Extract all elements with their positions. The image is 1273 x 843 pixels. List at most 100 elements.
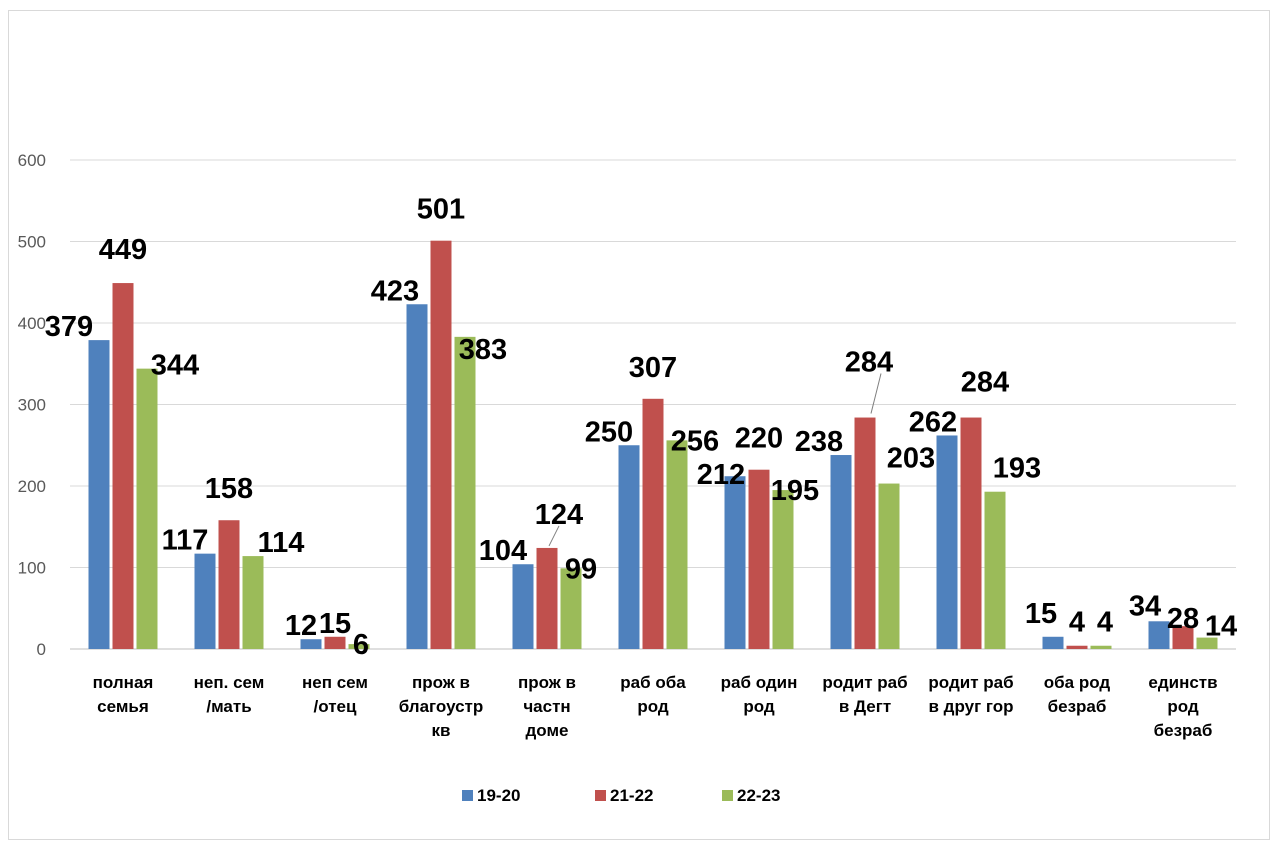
chart-frame: [8, 10, 1270, 840]
x-category-label: прож в: [518, 673, 576, 692]
bar: [406, 304, 428, 649]
data-label: 212: [697, 459, 745, 491]
data-label: 124: [535, 499, 583, 531]
bar: [324, 636, 346, 649]
bar: [1090, 645, 1112, 649]
data-label: 117: [162, 525, 209, 557]
x-category-label: неп. сем: [194, 673, 265, 692]
bar: [1066, 645, 1088, 649]
legend-label: 22-23: [737, 786, 780, 805]
data-label: 4: [1069, 607, 1085, 639]
bar: [666, 440, 688, 649]
bar: [536, 547, 558, 649]
bar: [936, 435, 958, 649]
x-category-label: родит раб: [822, 673, 907, 692]
bar: [960, 417, 982, 649]
leader-line: [548, 525, 560, 547]
bar: [1196, 637, 1218, 649]
data-label: 220: [735, 423, 783, 455]
bar: [560, 568, 582, 649]
x-category-label: доме: [526, 721, 569, 740]
bar: [642, 398, 664, 649]
bar: [218, 520, 240, 649]
x-category-label: безраб: [1048, 697, 1107, 716]
x-category-label: оба род: [1044, 673, 1111, 692]
bar: [1148, 621, 1170, 649]
bar: [512, 564, 534, 649]
x-category-label: род: [1167, 697, 1199, 716]
bar: [1042, 636, 1064, 649]
data-label: 6: [353, 629, 369, 661]
x-category-label: раб оба: [620, 673, 686, 692]
x-category-label: частн: [523, 697, 570, 716]
y-tick-label: 0: [37, 640, 46, 659]
y-tick-label: 300: [18, 396, 46, 415]
data-label: 15: [319, 608, 351, 640]
data-label: 193: [993, 453, 1041, 485]
data-label: 15: [1025, 598, 1057, 630]
bar: [618, 445, 640, 649]
y-tick-label: 400: [18, 314, 46, 333]
data-label: 14: [1205, 611, 1237, 643]
bar: [88, 340, 110, 649]
data-label: 4: [1097, 607, 1113, 639]
x-category-label: родит раб: [928, 673, 1013, 692]
data-label: 379: [45, 311, 93, 343]
y-axis-tick-labels: 0 100 200 300 400 500 600: [18, 151, 46, 659]
bar: [430, 240, 452, 649]
data-label: 501: [417, 194, 465, 226]
data-label: 34: [1129, 590, 1161, 622]
x-category-label: прож в: [412, 673, 470, 692]
x-category-label: род: [637, 697, 669, 716]
bar: [242, 556, 264, 649]
data-label: 195: [771, 475, 819, 507]
data-label: 99: [565, 553, 597, 585]
data-label: 158: [205, 473, 253, 505]
data-label: 344: [151, 350, 199, 382]
legend-swatch: [595, 790, 606, 801]
data-label: 114: [258, 527, 305, 559]
x-category-label: единств: [1148, 673, 1217, 692]
data-label: 307: [629, 352, 677, 384]
data-label: 423: [371, 275, 419, 307]
bar: [830, 455, 852, 649]
legend: 19-20 21-22 22-23: [462, 786, 780, 805]
x-category-label: /мать: [206, 697, 251, 716]
leader-line: [870, 373, 882, 414]
data-label: 449: [99, 234, 147, 266]
data-label: 284: [961, 367, 1009, 399]
x-category-label: неп сем: [302, 673, 368, 692]
legend-label: 19-20: [477, 786, 520, 805]
x-category-label: благоустр: [399, 697, 484, 716]
bar: [724, 476, 746, 649]
bar: [112, 283, 134, 649]
bar: [772, 490, 794, 649]
y-tick-label: 600: [18, 151, 46, 170]
bar: [136, 368, 158, 649]
legend-label: 21-22: [610, 786, 653, 805]
data-label: 256: [671, 425, 719, 457]
bars: [88, 240, 1218, 649]
gridlines: [70, 159, 1236, 650]
data-label: 104: [479, 535, 527, 567]
data-label: 203: [887, 443, 935, 475]
x-category-label: полная: [93, 673, 154, 692]
data-label: 238: [795, 426, 843, 458]
x-category-label: в друг гор: [928, 697, 1013, 716]
bar: [878, 483, 900, 649]
legend-swatch: [722, 790, 733, 801]
bar: [454, 336, 476, 649]
data-label: 284: [845, 347, 893, 379]
x-category-label: в Дегт: [839, 697, 891, 716]
bar: [348, 644, 370, 649]
x-category-label: семья: [97, 697, 149, 716]
y-tick-label: 100: [18, 559, 46, 578]
bar: [854, 417, 876, 649]
x-category-label: /отец: [314, 697, 357, 716]
x-category-label: род: [743, 697, 775, 716]
x-axis-category-labels: полная семья неп. сем/мать неп сем/отец прож…: [93, 673, 1218, 740]
x-category-label: раб один: [721, 673, 798, 692]
bar: [748, 469, 770, 649]
